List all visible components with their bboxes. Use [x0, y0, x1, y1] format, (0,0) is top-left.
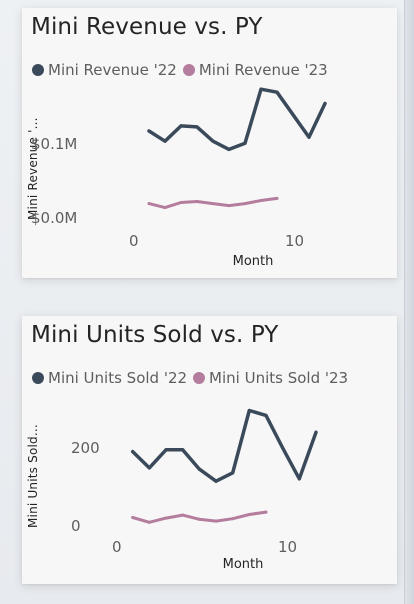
data-point-2023[interactable] — [259, 199, 263, 202]
data-point-2022[interactable] — [163, 139, 167, 143]
data-point-2023[interactable] — [179, 201, 183, 204]
data-point-2022[interactable] — [179, 124, 183, 128]
data-point-2022[interactable] — [164, 448, 168, 452]
legend-marker-2022 — [32, 64, 44, 76]
data-point-2022[interactable] — [181, 448, 185, 452]
data-point-2022[interactable] — [211, 139, 215, 143]
chart-title: Mini Units Sold vs. PY — [31, 322, 279, 348]
data-point-2023[interactable] — [197, 517, 201, 521]
data-point-2022[interactable] — [275, 90, 279, 94]
x-axis-label: Month — [232, 254, 274, 269]
line-plot-area[interactable] — [22, 8, 397, 278]
data-point-2022[interactable] — [314, 430, 318, 434]
data-point-2022[interactable] — [297, 477, 301, 481]
data-point-2023[interactable] — [131, 516, 135, 519]
legend-marker-2023 — [182, 64, 195, 76]
data-point-2023[interactable] — [231, 517, 235, 521]
legend-item-2022[interactable]: Mini Revenue '22 — [32, 61, 177, 79]
chart-legend: Mini Revenue '22 Mini Revenue '23 — [32, 60, 328, 80]
y-tick-label: 0 — [71, 517, 81, 535]
chart-title: Mini Revenue vs. PY — [31, 14, 263, 40]
data-point-2023[interactable] — [211, 202, 215, 206]
data-point-2022[interactable] — [281, 446, 285, 450]
units-chart-card[interactable]: Mini Units Sold vs. PY Mini Units Sold '… — [22, 316, 397, 584]
line-plot-area[interactable] — [22, 316, 397, 584]
scrollbar-track[interactable] — [404, 0, 414, 604]
legend-item-2023[interactable]: Mini Units Sold '23 — [193, 369, 348, 387]
data-point-2022[interactable] — [131, 450, 135, 454]
data-point-2022[interactable] — [259, 87, 263, 91]
legend-label-2022: Mini Units Sold '22 — [48, 369, 188, 387]
legend-item-2023[interactable]: Mini Revenue '23 — [182, 61, 328, 79]
data-point-2022[interactable] — [291, 113, 295, 117]
y-tick-label: $0.1M — [31, 135, 78, 153]
x-tick-label: 10 — [285, 232, 305, 250]
series-line-2022[interactable] — [130, 408, 318, 483]
data-point-2022[interactable] — [307, 135, 311, 139]
data-point-2023[interactable] — [275, 196, 279, 200]
series-line-2022[interactable] — [147, 87, 327, 152]
data-point-2023[interactable] — [227, 204, 231, 208]
data-point-2023[interactable] — [181, 513, 185, 517]
data-point-2022[interactable] — [227, 147, 231, 151]
data-point-2022[interactable] — [197, 467, 201, 471]
data-point-2023[interactable] — [164, 516, 168, 520]
legend-item-2022[interactable]: Mini Units Sold '22 — [32, 369, 187, 387]
data-point-2022[interactable] — [247, 409, 251, 412]
data-point-2022[interactable] — [264, 413, 268, 417]
data-point-2022[interactable] — [195, 125, 199, 129]
legend-label-2023: Mini Revenue '23 — [198, 61, 328, 79]
x-tick-label: 0 — [129, 232, 139, 250]
y-tick-label: $0.0M — [31, 209, 78, 227]
data-point-2023[interactable] — [243, 202, 247, 206]
legend-marker-2023 — [193, 372, 206, 384]
data-point-2022[interactable] — [231, 471, 235, 475]
data-point-2023[interactable] — [214, 519, 218, 523]
revenue-chart-card[interactable]: Mini Revenue vs. PY Mini Revenue '22 Min… — [22, 8, 397, 278]
data-point-2023[interactable] — [264, 510, 268, 514]
x-axis-label: Month — [222, 557, 264, 572]
data-point-2023[interactable] — [247, 513, 251, 516]
data-point-2022[interactable] — [243, 141, 247, 145]
data-point-2023[interactable] — [147, 520, 151, 524]
legend-label-2022: Mini Revenue '22 — [48, 61, 177, 79]
data-point-2022[interactable] — [323, 102, 327, 105]
data-point-2023[interactable] — [195, 200, 199, 203]
data-point-2023[interactable] — [163, 206, 167, 210]
x-tick-label: 10 — [278, 538, 298, 556]
x-tick-label: 0 — [112, 538, 122, 556]
y-tick-label: 200 — [71, 439, 100, 457]
legend-marker-2022 — [32, 372, 44, 384]
data-point-2023[interactable] — [147, 202, 151, 206]
data-point-2022[interactable] — [147, 466, 151, 470]
chart-legend: Mini Units Sold '22 Mini Units Sold '23 — [32, 368, 348, 388]
legend-label-2023: Mini Units Sold '23 — [209, 369, 349, 387]
data-point-2022[interactable] — [214, 479, 218, 483]
data-point-2022[interactable] — [147, 129, 151, 133]
